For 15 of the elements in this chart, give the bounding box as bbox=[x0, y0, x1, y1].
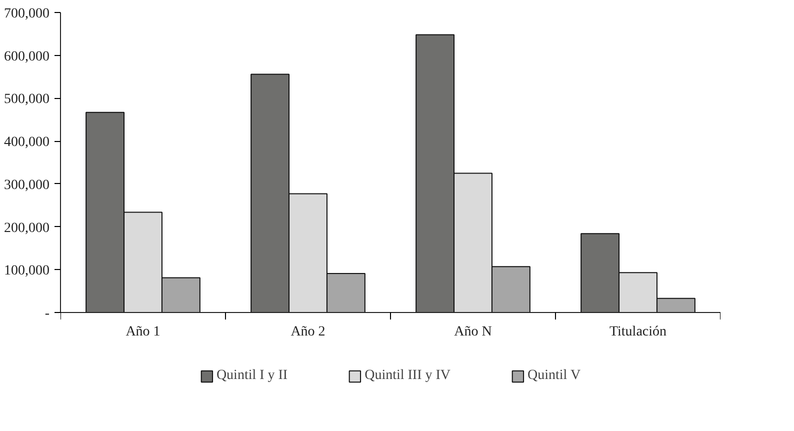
y-tick-label: - bbox=[44, 306, 50, 322]
x-tick-label: Año 2 bbox=[290, 324, 326, 340]
x-tick-label: Año 1 bbox=[126, 324, 160, 340]
y-tick-label: 300,000 bbox=[4, 178, 50, 193]
x-tick-label: Año N bbox=[454, 324, 492, 340]
y-tick-label: 200,000 bbox=[4, 220, 50, 236]
y-tick-label: 400,000 bbox=[4, 135, 50, 150]
x-tick-label: Titulación bbox=[609, 324, 667, 340]
legend-label: Quintil V bbox=[528, 368, 581, 384]
legend-label: Quintil III y IV bbox=[364, 368, 451, 384]
y-tick-label: 100,000 bbox=[4, 264, 50, 279]
legend-label: Quintil I y II bbox=[216, 368, 288, 384]
y-tick-label: 700,000 bbox=[4, 6, 50, 22]
y-tick-label: 500,000 bbox=[4, 92, 50, 108]
y-tick-label: 600,000 bbox=[4, 49, 50, 64]
